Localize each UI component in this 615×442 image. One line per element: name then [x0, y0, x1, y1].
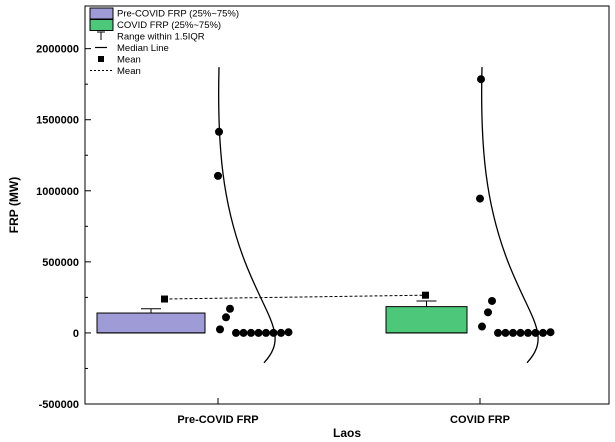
data-point	[216, 325, 224, 334]
iqr-box	[96, 312, 206, 334]
x-tick-label: COVID FRP	[450, 414, 510, 426]
x-tick-label: Pre-COVID FRP	[177, 414, 258, 426]
y-tick-label: 1500000	[36, 115, 79, 127]
x-axis: Pre-COVID FRP COVID FRP	[177, 398, 510, 426]
data-point	[477, 75, 485, 84]
data-point	[488, 296, 496, 305]
y-tick-label: 500000	[42, 257, 79, 269]
data-point	[501, 328, 510, 337]
legend-label: Pre-COVID FRP (25%~75%)	[117, 9, 239, 20]
data-point	[222, 313, 230, 322]
legend: Pre-COVID FRP (25%~75%)COVID FRP (25%~75…	[89, 7, 239, 77]
data-point	[284, 328, 293, 337]
data-point	[214, 171, 222, 180]
x-axis-title: Laos	[333, 426, 361, 440]
data-point	[516, 328, 525, 337]
distribution-curve	[217, 67, 276, 364]
data-point	[484, 308, 492, 317]
data-point	[232, 328, 240, 337]
mean-connect-line	[164, 294, 426, 300]
data-point	[539, 328, 547, 337]
data-point	[476, 194, 484, 203]
y-tick-label: 1000000	[36, 186, 79, 198]
legend-label: Mean	[117, 66, 141, 77]
plot-frame	[84, 5, 610, 405]
data-point	[262, 328, 270, 337]
legend-mean-symbol	[98, 56, 104, 62]
legend-label: Mean	[117, 55, 141, 66]
plot-marks	[96, 67, 555, 364]
data-point	[226, 304, 234, 313]
legend-label: Range within 1.5IQR	[117, 32, 205, 43]
legend-label: Median Line	[117, 43, 169, 54]
data-point	[277, 328, 285, 337]
legend-swatch	[89, 19, 114, 31]
data-point	[546, 328, 555, 337]
legend-swatch	[89, 7, 114, 20]
data-point	[524, 328, 532, 337]
y-tick-label: 0	[73, 328, 79, 340]
data-point	[247, 328, 255, 337]
data-point	[478, 322, 486, 331]
y-axis-title: FRP (MW)	[7, 177, 21, 233]
data-point	[494, 328, 502, 337]
iqr-box	[385, 306, 468, 334]
data-point	[509, 328, 517, 337]
legend-label: COVID FRP (25%~75%)	[117, 20, 221, 31]
y-axis: -500000 0 500000 1000000 1500000 2000000	[36, 44, 91, 411]
distribution-curve	[480, 67, 539, 364]
data-point	[254, 328, 263, 337]
data-point	[239, 328, 248, 337]
y-tick-label: -500000	[39, 399, 79, 411]
y-tick-label: 2000000	[36, 44, 79, 56]
